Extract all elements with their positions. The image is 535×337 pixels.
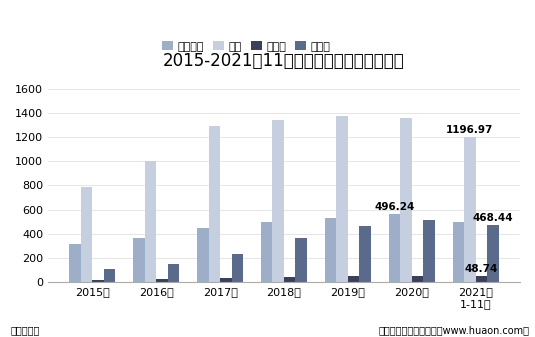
Bar <box>209 126 220 282</box>
Bar <box>133 238 145 282</box>
Bar <box>104 269 116 282</box>
Text: 1196.97: 1196.97 <box>446 125 493 135</box>
Bar <box>156 279 168 282</box>
Bar <box>453 222 464 282</box>
Bar <box>220 278 232 282</box>
Bar <box>464 137 476 282</box>
Bar <box>197 228 209 282</box>
Bar <box>168 264 179 282</box>
Bar <box>284 277 295 282</box>
Bar <box>360 225 371 282</box>
Bar <box>423 220 435 282</box>
Bar <box>272 120 284 282</box>
Bar <box>487 225 499 282</box>
Bar <box>81 187 93 282</box>
Bar <box>325 218 337 282</box>
Text: 制图：华经产业研究院（www.huaon.com）: 制图：华经产业研究院（www.huaon.com） <box>379 326 530 336</box>
Bar <box>295 238 307 282</box>
Text: 468.44: 468.44 <box>472 213 513 223</box>
Title: 2015-2021年11月河南保险各险种收入情况: 2015-2021年11月河南保险各险种收入情况 <box>163 52 405 69</box>
Text: 496.24: 496.24 <box>374 202 415 212</box>
Bar <box>400 118 412 282</box>
Bar <box>145 161 156 282</box>
Legend: 财产保险, 寿险, 意外险, 健康险: 财产保险, 寿险, 意外险, 健康险 <box>158 37 335 56</box>
Bar <box>232 254 243 282</box>
Bar <box>337 116 348 282</box>
Bar <box>70 244 81 282</box>
Text: 单位：亿元: 单位：亿元 <box>11 326 40 336</box>
Text: 48.74: 48.74 <box>464 264 498 274</box>
Bar <box>412 276 423 282</box>
Bar <box>93 280 104 282</box>
Bar <box>261 222 272 282</box>
Bar <box>389 214 400 282</box>
Bar <box>476 276 487 282</box>
Bar <box>348 276 360 282</box>
